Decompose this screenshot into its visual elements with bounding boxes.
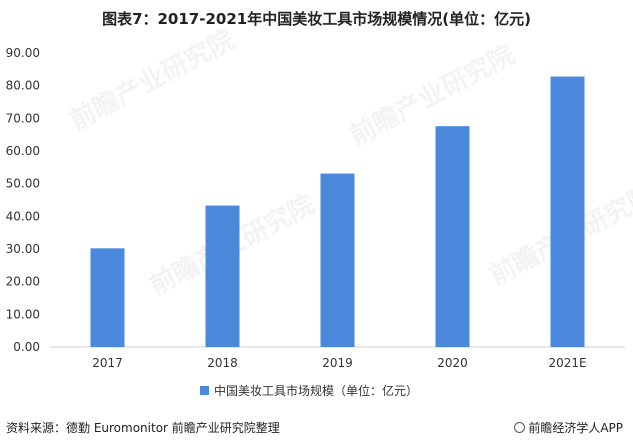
x-tick-label: 2017: [92, 356, 123, 370]
bar-2020: [435, 126, 470, 347]
legend: 中国美妆工具市场规模（单位：亿元）: [200, 383, 418, 398]
legend-label: 中国美妆工具市场规模（单位：亿元）: [214, 383, 418, 398]
y-tick-label: 80.00: [6, 79, 40, 93]
bar-2021E: [550, 76, 585, 348]
source-note: 资料来源：德勤 Euromonitor 前瞻产业研究院整理: [6, 421, 280, 435]
x-tick-label: 2018: [207, 356, 238, 370]
y-tick-label: 90.00: [6, 46, 40, 60]
y-tick-label: 50.00: [6, 177, 40, 191]
y-tick-label: 30.00: [6, 242, 40, 256]
brand-text: 前瞻经济学人APP: [528, 421, 623, 435]
x-tick-label: 2019: [322, 356, 353, 370]
y-tick-label: 20.00: [6, 275, 40, 289]
legend-swatch: [200, 386, 209, 395]
chart-title: 图表7：2017-2021年中国美妆工具市场规模情况(单位：亿元): [102, 10, 531, 28]
bar-2017: [90, 248, 125, 347]
y-tick-label: 40.00: [6, 209, 40, 223]
brand-logo-icon: [514, 422, 526, 433]
x-tick-label: 2021E: [548, 356, 586, 370]
bar-2019: [320, 173, 355, 347]
bar-2018: [205, 205, 240, 347]
y-tick-label: 10.00: [6, 307, 40, 321]
brand-label: 前瞻经济学人APP: [514, 419, 623, 436]
y-tick-label: 70.00: [6, 111, 40, 125]
x-tick-label: 2020: [437, 356, 468, 370]
y-tick-label: 0.00: [13, 340, 40, 354]
y-tick-label: 60.00: [6, 144, 40, 158]
